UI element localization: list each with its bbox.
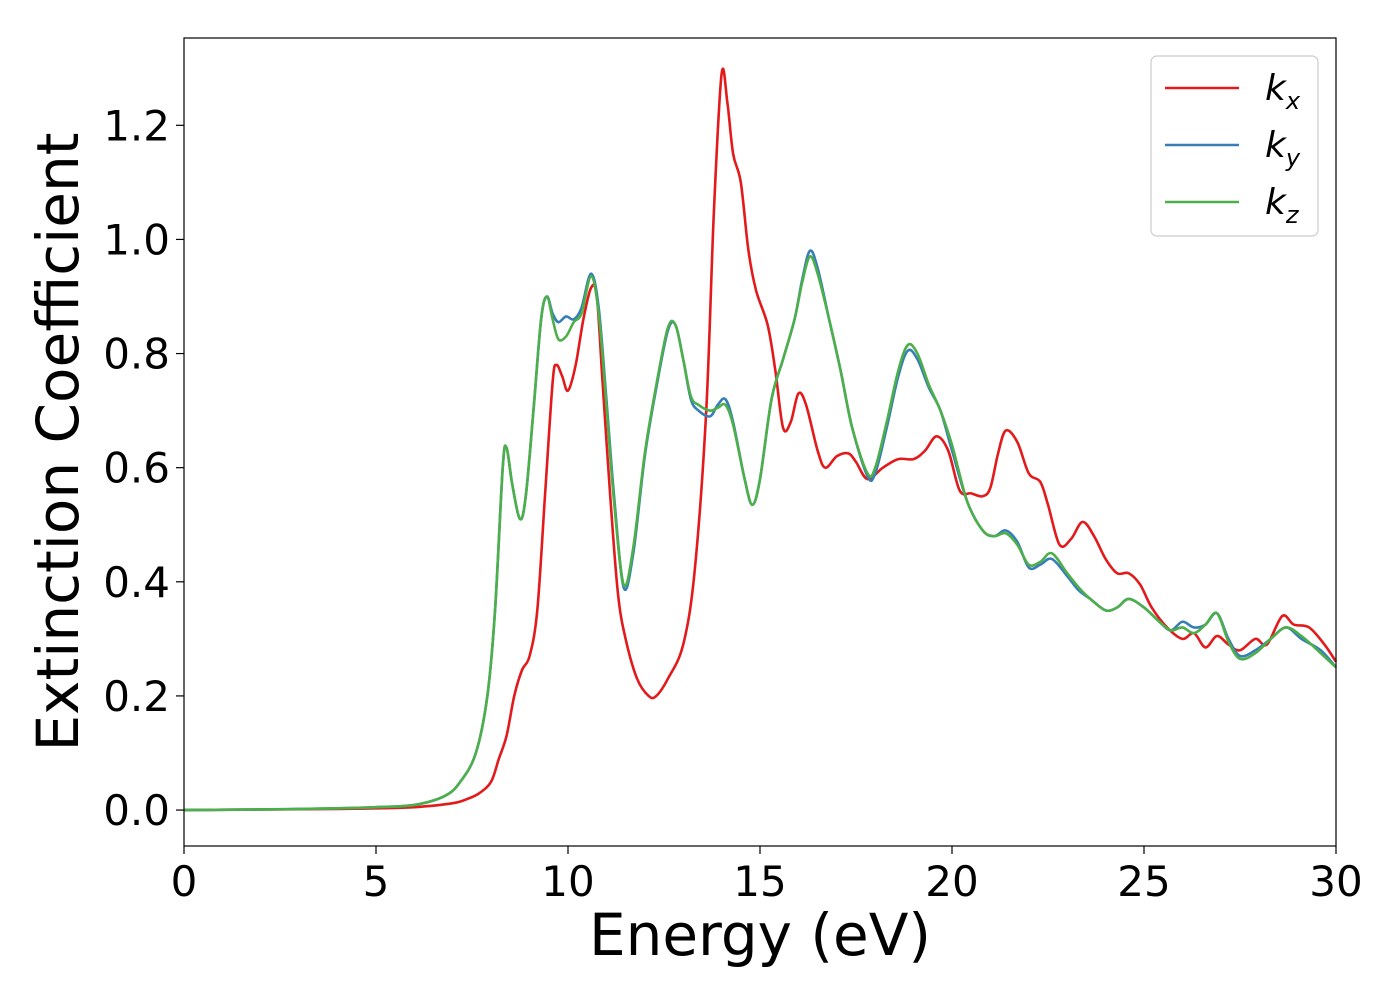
y-tick-label: 1.2 bbox=[103, 101, 170, 150]
y-axis-title: Extinction Coefficient bbox=[24, 133, 92, 752]
legend-label-sub: z bbox=[1285, 201, 1300, 229]
y-tick-label: 1.0 bbox=[103, 215, 170, 264]
series-line-y bbox=[183, 249, 1337, 812]
legend-label-sub: x bbox=[1285, 87, 1301, 115]
y-axis-ticks: 0.0 0.2 0.4 0.6 0.8 1.0 1.2 bbox=[103, 101, 184, 835]
x-tick-label: 25 bbox=[1117, 857, 1170, 906]
series-line-x bbox=[183, 67, 1338, 812]
y-tick-label: 0.8 bbox=[103, 330, 170, 379]
y-tick-label: 0.4 bbox=[103, 558, 170, 607]
x-tick-label: 20 bbox=[925, 857, 978, 906]
legend-label-sub: y bbox=[1285, 144, 1301, 172]
x-tick-label: 15 bbox=[733, 857, 786, 906]
legend-label-main: k bbox=[1265, 125, 1288, 166]
x-axis-ticks: 0 5 10 15 20 25 30 bbox=[171, 846, 1363, 906]
x-tick-label: 30 bbox=[1309, 857, 1362, 906]
legend-label-y: ky bbox=[1265, 125, 1301, 172]
x-axis-title: Energy (eV) bbox=[589, 901, 931, 969]
x-tick-label: 10 bbox=[541, 857, 594, 906]
legend-label-main: k bbox=[1265, 68, 1288, 109]
x-tick-label: 0 bbox=[171, 857, 198, 906]
x-tick-label: 5 bbox=[363, 857, 390, 906]
y-tick-label: 0.2 bbox=[103, 672, 170, 721]
legend-label-x: kx bbox=[1265, 68, 1301, 115]
legend-label-z: kz bbox=[1265, 182, 1300, 229]
y-tick-label: 0.0 bbox=[103, 786, 170, 835]
series-line-z bbox=[183, 255, 1337, 812]
legend-label-main: k bbox=[1265, 182, 1288, 223]
y-tick-label: 0.6 bbox=[103, 444, 170, 493]
series-lines bbox=[183, 67, 1338, 812]
